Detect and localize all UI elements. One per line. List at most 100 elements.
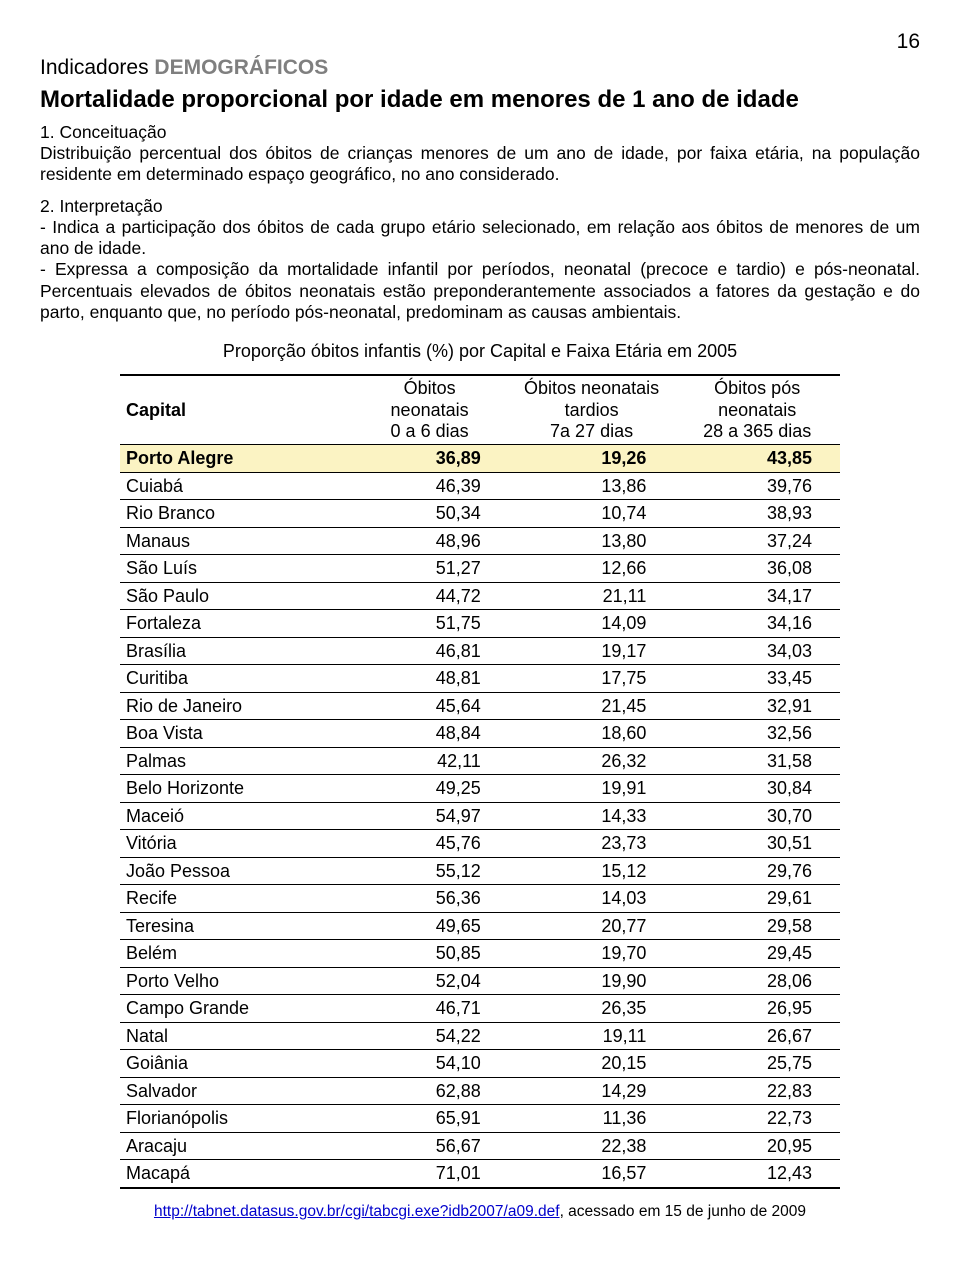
bullet-1: - Indica a participação dos óbitos de ca… bbox=[40, 217, 920, 260]
cell-capital: Goiânia bbox=[120, 1050, 350, 1078]
cell-capital: Salvador bbox=[120, 1077, 350, 1105]
cell-value: 22,38 bbox=[509, 1132, 675, 1160]
cell-capital: Porto Alegre bbox=[120, 445, 350, 473]
th-capital: Capital bbox=[120, 375, 350, 444]
table-row: Porto Alegre36,8919,2643,85 bbox=[120, 445, 840, 473]
subhead-2: 2. Interpretação bbox=[40, 196, 920, 217]
section-header-plain: Indicadores bbox=[40, 56, 154, 79]
cell-value: 20,77 bbox=[509, 912, 675, 940]
cell-value: 52,04 bbox=[350, 967, 508, 995]
cell-value: 62,88 bbox=[350, 1077, 508, 1105]
cell-value: 19,91 bbox=[509, 775, 675, 803]
cell-value: 29,76 bbox=[674, 857, 840, 885]
cell-value: 30,70 bbox=[674, 802, 840, 830]
cell-value: 36,89 bbox=[350, 445, 508, 473]
table-row: João Pessoa55,1215,1229,76 bbox=[120, 857, 840, 885]
cell-capital: Maceió bbox=[120, 802, 350, 830]
cell-value: 48,81 bbox=[350, 665, 508, 693]
paragraph-conceituacao: Distribuição percentual dos óbitos de cr… bbox=[40, 143, 920, 186]
cell-value: 44,72 bbox=[350, 582, 508, 610]
cell-capital: São Paulo bbox=[120, 582, 350, 610]
table-caption: Proporção óbitos infantis (%) por Capita… bbox=[120, 341, 840, 362]
table-row: Goiânia54,1020,1525,75 bbox=[120, 1050, 840, 1078]
footer-link[interactable]: http://tabnet.datasus.gov.br/cgi/tabcgi.… bbox=[154, 1203, 560, 1220]
cell-value: 49,65 bbox=[350, 912, 508, 940]
cell-capital: Rio de Janeiro bbox=[120, 692, 350, 720]
cell-value: 14,09 bbox=[509, 610, 675, 638]
cell-value: 45,64 bbox=[350, 692, 508, 720]
cell-value: 31,58 bbox=[674, 747, 840, 775]
table-row: Curitiba48,8117,7533,45 bbox=[120, 665, 840, 693]
cell-value: 51,27 bbox=[350, 555, 508, 583]
th-col2: Óbitos neonatais tardios 7a 27 dias bbox=[509, 375, 675, 444]
cell-capital: Manaus bbox=[120, 527, 350, 555]
th-col1: Óbitos neonatais 0 a 6 dias bbox=[350, 375, 508, 444]
table-row: Florianópolis65,9111,3622,73 bbox=[120, 1105, 840, 1133]
cell-value: 43,85 bbox=[674, 445, 840, 473]
cell-value: 29,58 bbox=[674, 912, 840, 940]
section-header: Indicadores DEMOGRÁFICOS bbox=[40, 56, 920, 80]
cell-value: 12,66 bbox=[509, 555, 675, 583]
cell-value: 18,60 bbox=[509, 720, 675, 748]
cell-value: 26,35 bbox=[509, 995, 675, 1023]
cell-capital: Fortaleza bbox=[120, 610, 350, 638]
cell-value: 29,45 bbox=[674, 940, 840, 968]
table-row: Belo Horizonte49,2519,9130,84 bbox=[120, 775, 840, 803]
cell-capital: Campo Grande bbox=[120, 995, 350, 1023]
cell-value: 37,24 bbox=[674, 527, 840, 555]
cell-capital: Belo Horizonte bbox=[120, 775, 350, 803]
table-row: Recife56,3614,0329,61 bbox=[120, 885, 840, 913]
cell-value: 34,03 bbox=[674, 637, 840, 665]
cell-capital: Brasília bbox=[120, 637, 350, 665]
cell-value: 50,85 bbox=[350, 940, 508, 968]
cell-value: 25,75 bbox=[674, 1050, 840, 1078]
table-row: São Luís51,2712,6636,08 bbox=[120, 555, 840, 583]
table-row: Salvador62,8814,2922,83 bbox=[120, 1077, 840, 1105]
table-row: Cuiabá46,3913,8639,76 bbox=[120, 472, 840, 500]
cell-capital: São Luís bbox=[120, 555, 350, 583]
table-row: Rio Branco50,3410,7438,93 bbox=[120, 500, 840, 528]
cell-value: 42,11 bbox=[350, 747, 508, 775]
cell-value: 30,51 bbox=[674, 830, 840, 858]
cell-value: 65,91 bbox=[350, 1105, 508, 1133]
cell-value: 32,56 bbox=[674, 720, 840, 748]
cell-value: 12,43 bbox=[674, 1160, 840, 1188]
cell-value: 29,61 bbox=[674, 885, 840, 913]
cell-value: 23,73 bbox=[509, 830, 675, 858]
table-row: Brasília46,8119,1734,03 bbox=[120, 637, 840, 665]
cell-value: 54,22 bbox=[350, 1022, 508, 1050]
cell-value: 34,17 bbox=[674, 582, 840, 610]
cell-value: 51,75 bbox=[350, 610, 508, 638]
cell-value: 39,76 bbox=[674, 472, 840, 500]
cell-value: 32,91 bbox=[674, 692, 840, 720]
cell-value: 50,34 bbox=[350, 500, 508, 528]
cell-value: 13,86 bbox=[509, 472, 675, 500]
subhead-1: 1. Conceituação bbox=[40, 122, 920, 143]
footer-after: , acessado em 15 de junho de 2009 bbox=[560, 1203, 806, 1220]
section-header-bold: DEMOGRÁFICOS bbox=[154, 56, 328, 79]
cell-value: 56,67 bbox=[350, 1132, 508, 1160]
table-row: Aracaju56,6722,3820,95 bbox=[120, 1132, 840, 1160]
cell-value: 34,16 bbox=[674, 610, 840, 638]
table-row: Maceió54,9714,3330,70 bbox=[120, 802, 840, 830]
footer-source: http://tabnet.datasus.gov.br/cgi/tabcgi.… bbox=[40, 1203, 920, 1221]
cell-capital: João Pessoa bbox=[120, 857, 350, 885]
table-row: Belém50,8519,7029,45 bbox=[120, 940, 840, 968]
cell-capital: Macapá bbox=[120, 1160, 350, 1188]
table-row: Manaus48,9613,8037,24 bbox=[120, 527, 840, 555]
cell-value: 17,75 bbox=[509, 665, 675, 693]
table-body: Porto Alegre36,8919,2643,85Cuiabá46,3913… bbox=[120, 445, 840, 1188]
cell-value: 26,67 bbox=[674, 1022, 840, 1050]
cell-value: 22,73 bbox=[674, 1105, 840, 1133]
cell-value: 20,15 bbox=[509, 1050, 675, 1078]
cell-capital: Recife bbox=[120, 885, 350, 913]
cell-value: 46,81 bbox=[350, 637, 508, 665]
cell-value: 20,95 bbox=[674, 1132, 840, 1160]
cell-capital: Cuiabá bbox=[120, 472, 350, 500]
table-row: Vitória45,7623,7330,51 bbox=[120, 830, 840, 858]
th-col3: Óbitos pós neonatais 28 a 365 dias bbox=[674, 375, 840, 444]
cell-value: 54,97 bbox=[350, 802, 508, 830]
table-row: Rio de Janeiro45,6421,4532,91 bbox=[120, 692, 840, 720]
cell-value: 33,45 bbox=[674, 665, 840, 693]
data-table: Capital Óbitos neonatais 0 a 6 dias Óbit… bbox=[120, 374, 840, 1188]
